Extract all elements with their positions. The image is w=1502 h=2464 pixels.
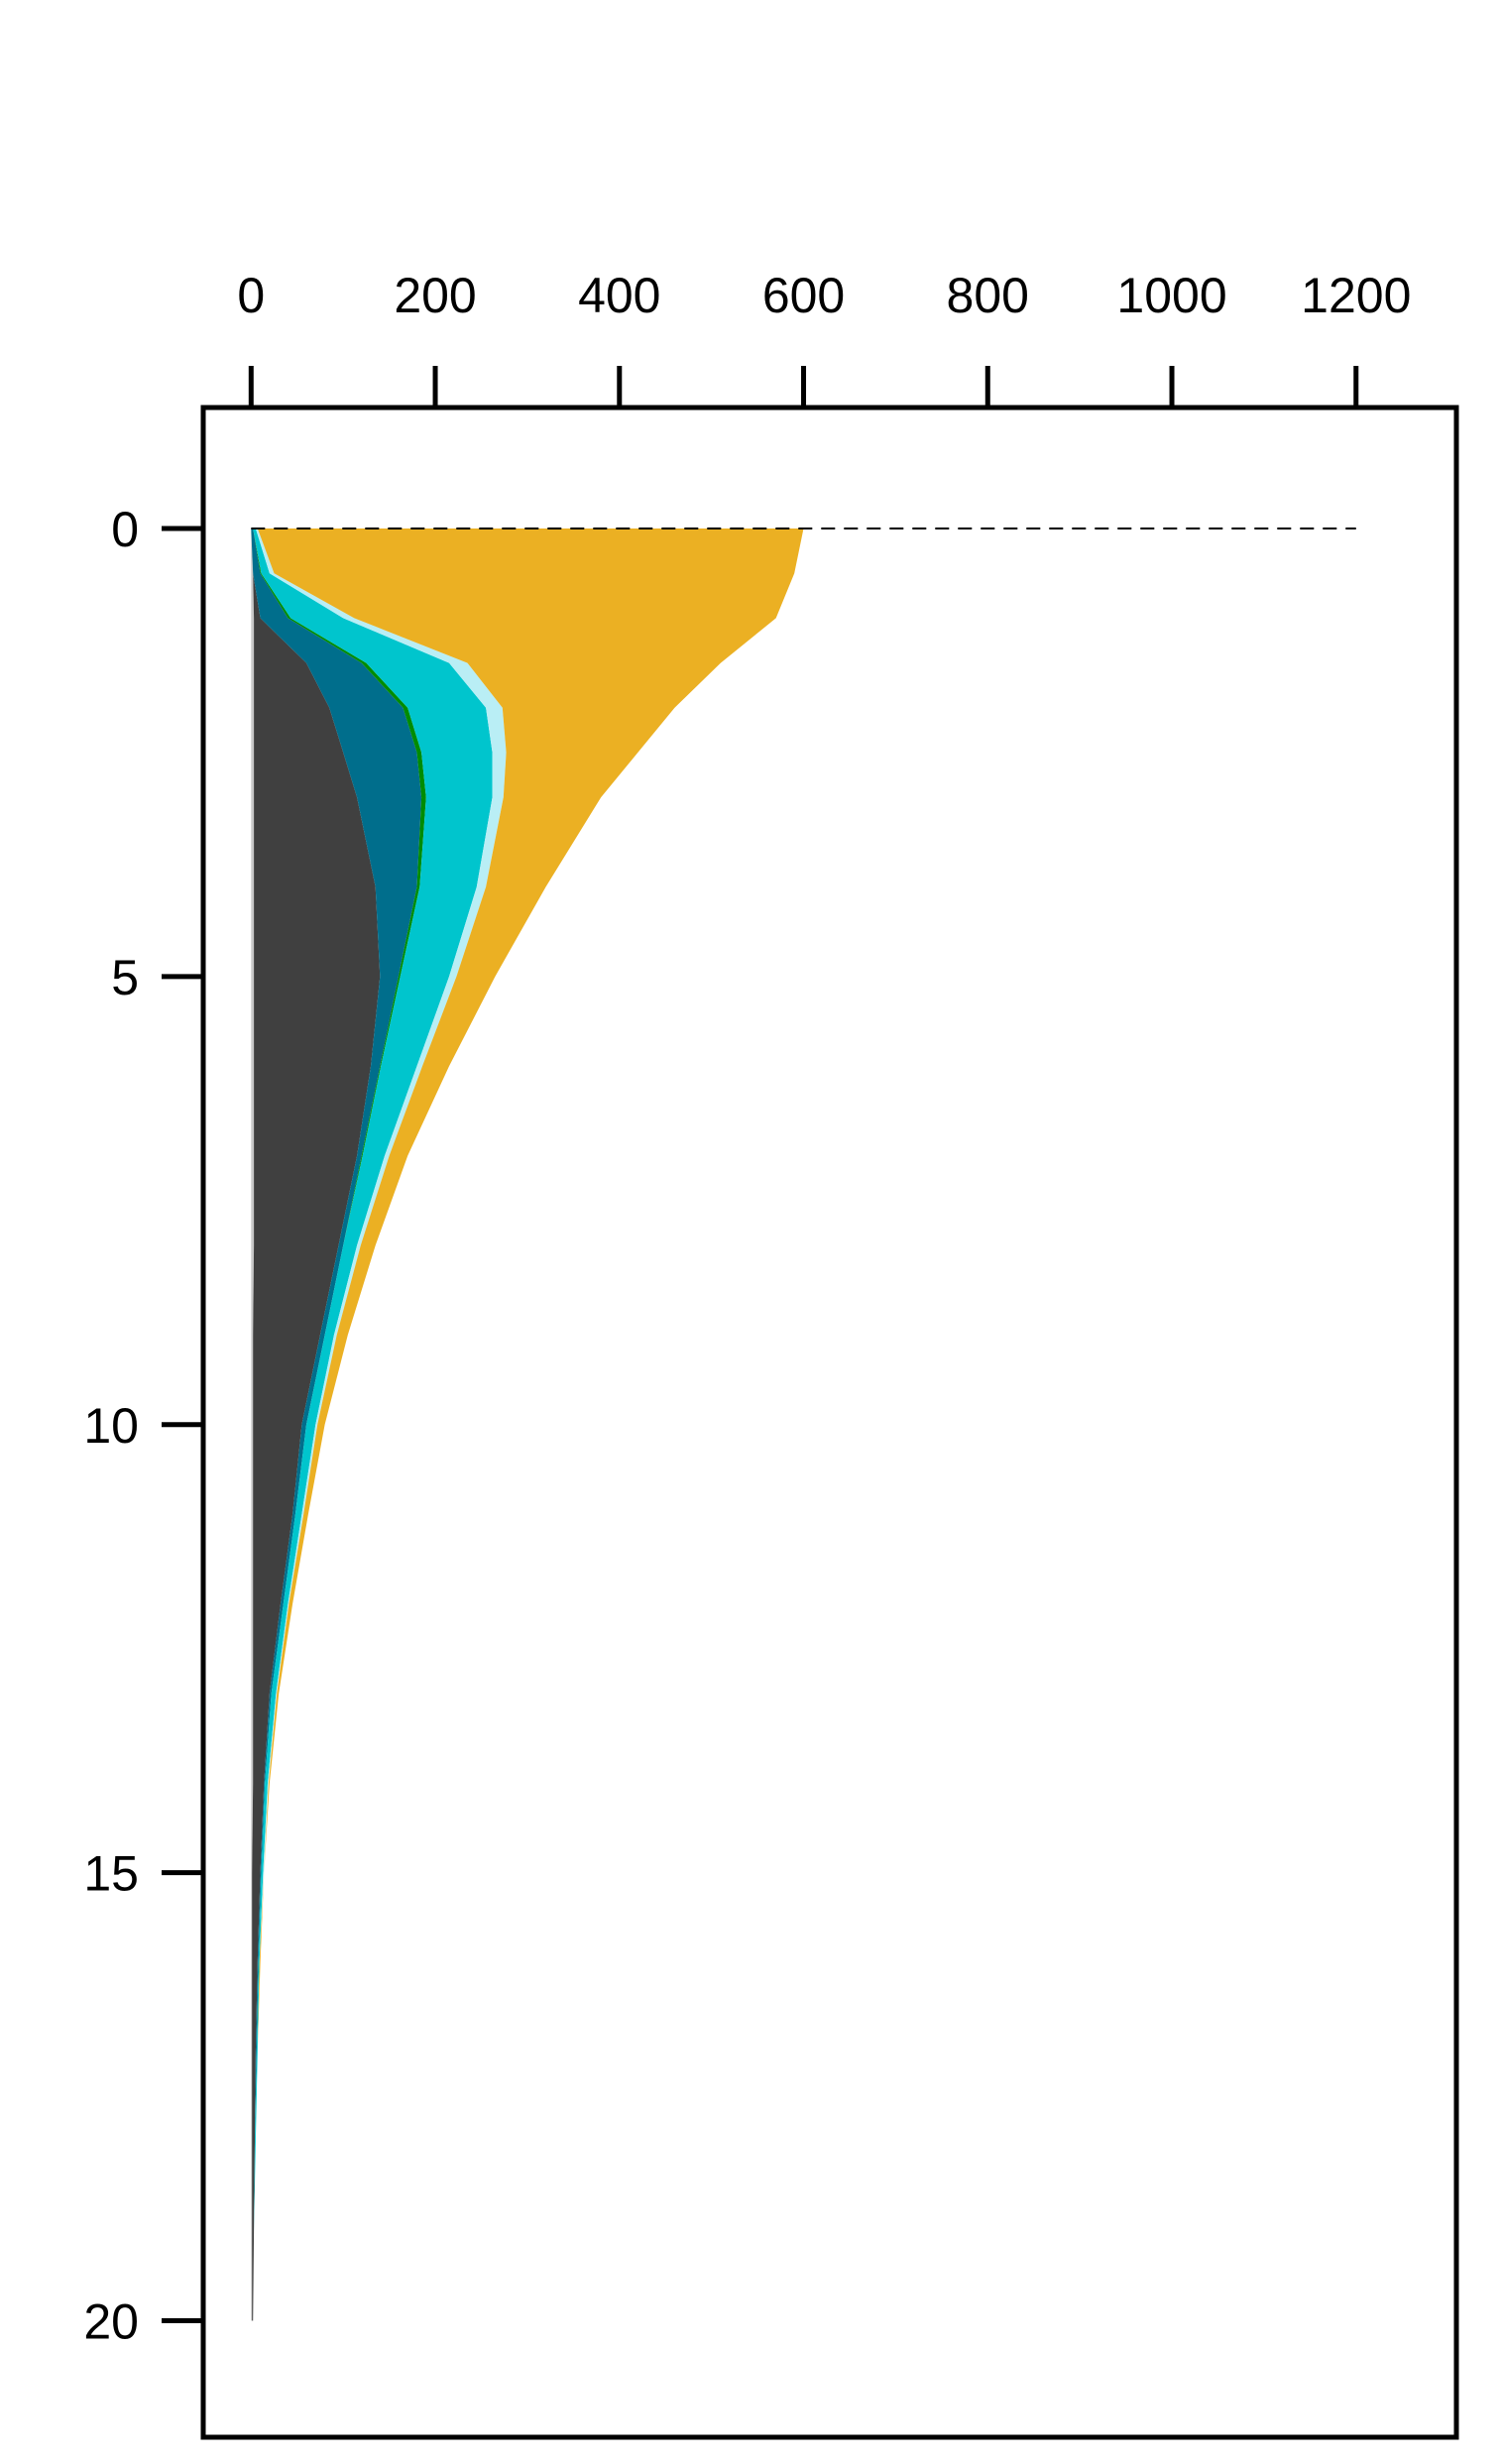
area: [251, 528, 255, 2321]
y-tick-label: 15: [83, 1846, 139, 1902]
x-tick-label: 200: [394, 268, 476, 323]
area: [251, 528, 381, 2321]
x-tick-label: 0: [237, 268, 265, 323]
y-tick-label: 0: [111, 502, 139, 557]
area: [253, 528, 804, 2321]
x-tick-label: 1000: [1116, 268, 1226, 323]
x-tick-label: 400: [578, 268, 660, 323]
x-tick-label: 600: [762, 268, 845, 323]
y-tick-label: 10: [83, 1398, 139, 1454]
y-tick-label: 20: [83, 2294, 139, 2350]
x-tick-label: 800: [947, 268, 1029, 323]
y-tick-label: 5: [111, 950, 139, 1005]
x-tick-label: 1200: [1301, 268, 1411, 323]
area: [253, 528, 493, 2321]
